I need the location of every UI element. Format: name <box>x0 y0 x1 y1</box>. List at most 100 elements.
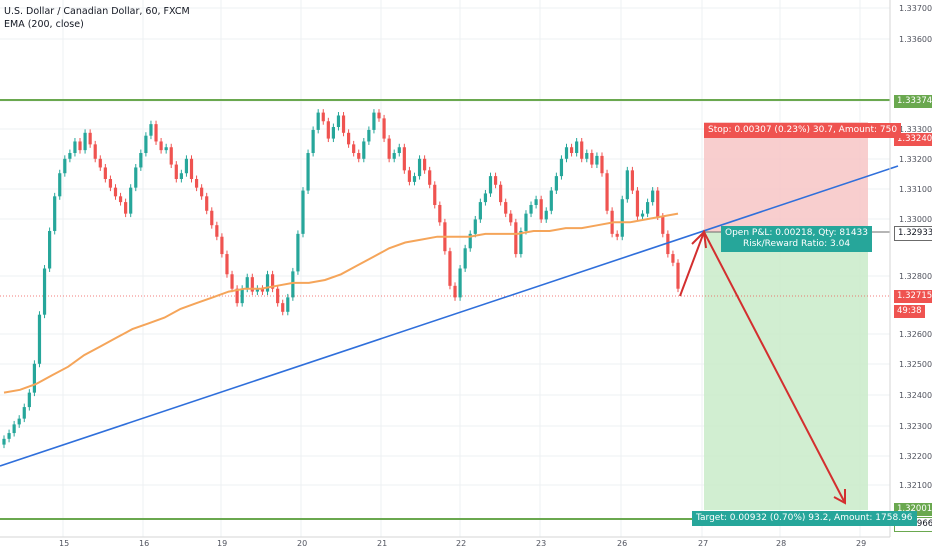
symbol-title[interactable]: U.S. Dollar / Canadian Dollar, 60, FXCM <box>4 6 190 17</box>
candle-body <box>301 190 305 234</box>
ema-line <box>3 212 679 394</box>
candle-body <box>149 124 153 136</box>
candle-body <box>260 288 265 292</box>
candle-body <box>402 147 406 171</box>
candle-body <box>428 170 432 185</box>
candle-body <box>22 407 26 419</box>
candle-body <box>676 262 680 289</box>
candle-body <box>651 190 655 203</box>
candle-body <box>48 230 52 269</box>
candle-body <box>98 158 102 168</box>
candle-body <box>362 141 366 159</box>
candle-body <box>331 127 335 139</box>
candle-body <box>265 274 270 292</box>
time-tick-label: 29 <box>856 539 867 548</box>
candle-body <box>113 187 118 197</box>
candle-body <box>661 216 665 234</box>
stop-zone[interactable] <box>704 122 868 232</box>
candle-body <box>42 268 47 315</box>
candle-body <box>118 196 123 203</box>
candle-body <box>270 274 275 289</box>
candle-body <box>372 112 376 130</box>
candle-body <box>473 219 477 234</box>
candle-body <box>291 271 295 298</box>
candle-body <box>240 288 244 304</box>
chart-legend: U.S. Dollar / Canadian Dollar, 60, FXCM … <box>4 5 190 31</box>
candle-body <box>382 118 386 139</box>
pnl-info-box[interactable]: Open P&L: 0.00218, Qty: 81433 Risk/Rewar… <box>721 226 872 252</box>
candle-body <box>423 158 427 171</box>
candle-body <box>504 202 508 214</box>
candle-body <box>635 190 640 217</box>
price-tick-label: 1.33600 <box>899 35 932 44</box>
candle-body <box>68 153 72 159</box>
candle-body <box>341 115 346 133</box>
candle-body <box>352 144 356 154</box>
target-zone[interactable] <box>704 232 868 510</box>
candle-body <box>83 132 87 151</box>
projection-arrow[interactable] <box>679 229 846 505</box>
time-tick-label: 20 <box>297 539 308 548</box>
candle-body <box>12 424 16 434</box>
time-tick-label: 15 <box>59 539 70 548</box>
price-tick-label: 1.32100 <box>899 481 932 490</box>
candle-body <box>205 196 209 211</box>
candle-body <box>357 153 361 159</box>
candle-body <box>458 268 462 298</box>
candle-body <box>625 170 629 200</box>
price-tick-label: 1.33100 <box>899 185 932 194</box>
current-price-label: 1.32715 <box>894 290 932 303</box>
candle-body <box>108 179 113 188</box>
risk-reward-line: Risk/Reward Ratio: 3.04 <box>742 239 851 249</box>
candle-body <box>53 196 57 231</box>
candle-body <box>134 167 138 188</box>
candle-body <box>215 225 219 237</box>
candle-body <box>63 158 67 174</box>
candle-body <box>539 199 543 220</box>
candle-body <box>671 254 675 263</box>
candle-body <box>306 153 310 191</box>
candle-body <box>544 210 548 220</box>
entry-price-label: 1.32933 <box>894 226 932 241</box>
candle-body <box>417 158 422 177</box>
candle-body <box>17 418 21 425</box>
candle-body <box>645 202 650 214</box>
candle-body <box>220 236 224 255</box>
candle-body <box>78 141 82 151</box>
stop-info-box[interactable]: Stop: 0.00307 (0.23%) 30.7, Amount: 750 <box>704 123 902 138</box>
candle-body <box>412 176 417 182</box>
candle-body <box>595 155 599 165</box>
candle-body <box>154 124 158 142</box>
candle-body <box>554 176 558 191</box>
price-tick-label: 1.33300 <box>899 125 932 134</box>
candle-body <box>367 129 371 142</box>
price-tick-label: 1.33200 <box>899 155 932 164</box>
candle-body <box>575 141 579 154</box>
time-tick-label: 16 <box>139 539 150 548</box>
indicator-title[interactable]: EMA (200, close) <box>4 19 84 30</box>
candle-body <box>499 184 503 203</box>
target-info-box[interactable]: Target: 0.00932 (0.70%) 93.2, Amount: 17… <box>692 511 917 526</box>
time-tick-label: 19 <box>217 539 228 548</box>
candle-body <box>387 138 391 159</box>
time-tick-label: 22 <box>456 539 467 548</box>
candle-body <box>286 297 290 312</box>
candle-body <box>509 213 513 223</box>
candle-body <box>448 251 452 286</box>
candle-body <box>534 199 538 205</box>
price-tick-label: 1.32200 <box>899 452 932 461</box>
candle-body <box>590 153 594 165</box>
candle-body <box>392 153 396 159</box>
candle-body <box>347 132 351 145</box>
candle-body <box>311 129 315 154</box>
price-tick-label: 1.32800 <box>899 272 932 281</box>
candle-body <box>564 147 569 159</box>
candle-body <box>144 135 148 154</box>
candle-body <box>189 158 194 179</box>
candle-body <box>124 202 128 214</box>
trendline[interactable] <box>0 165 899 467</box>
price-tick-label: 1.32400 <box>899 391 932 400</box>
candle-body <box>488 176 493 194</box>
candle-body <box>194 179 199 188</box>
